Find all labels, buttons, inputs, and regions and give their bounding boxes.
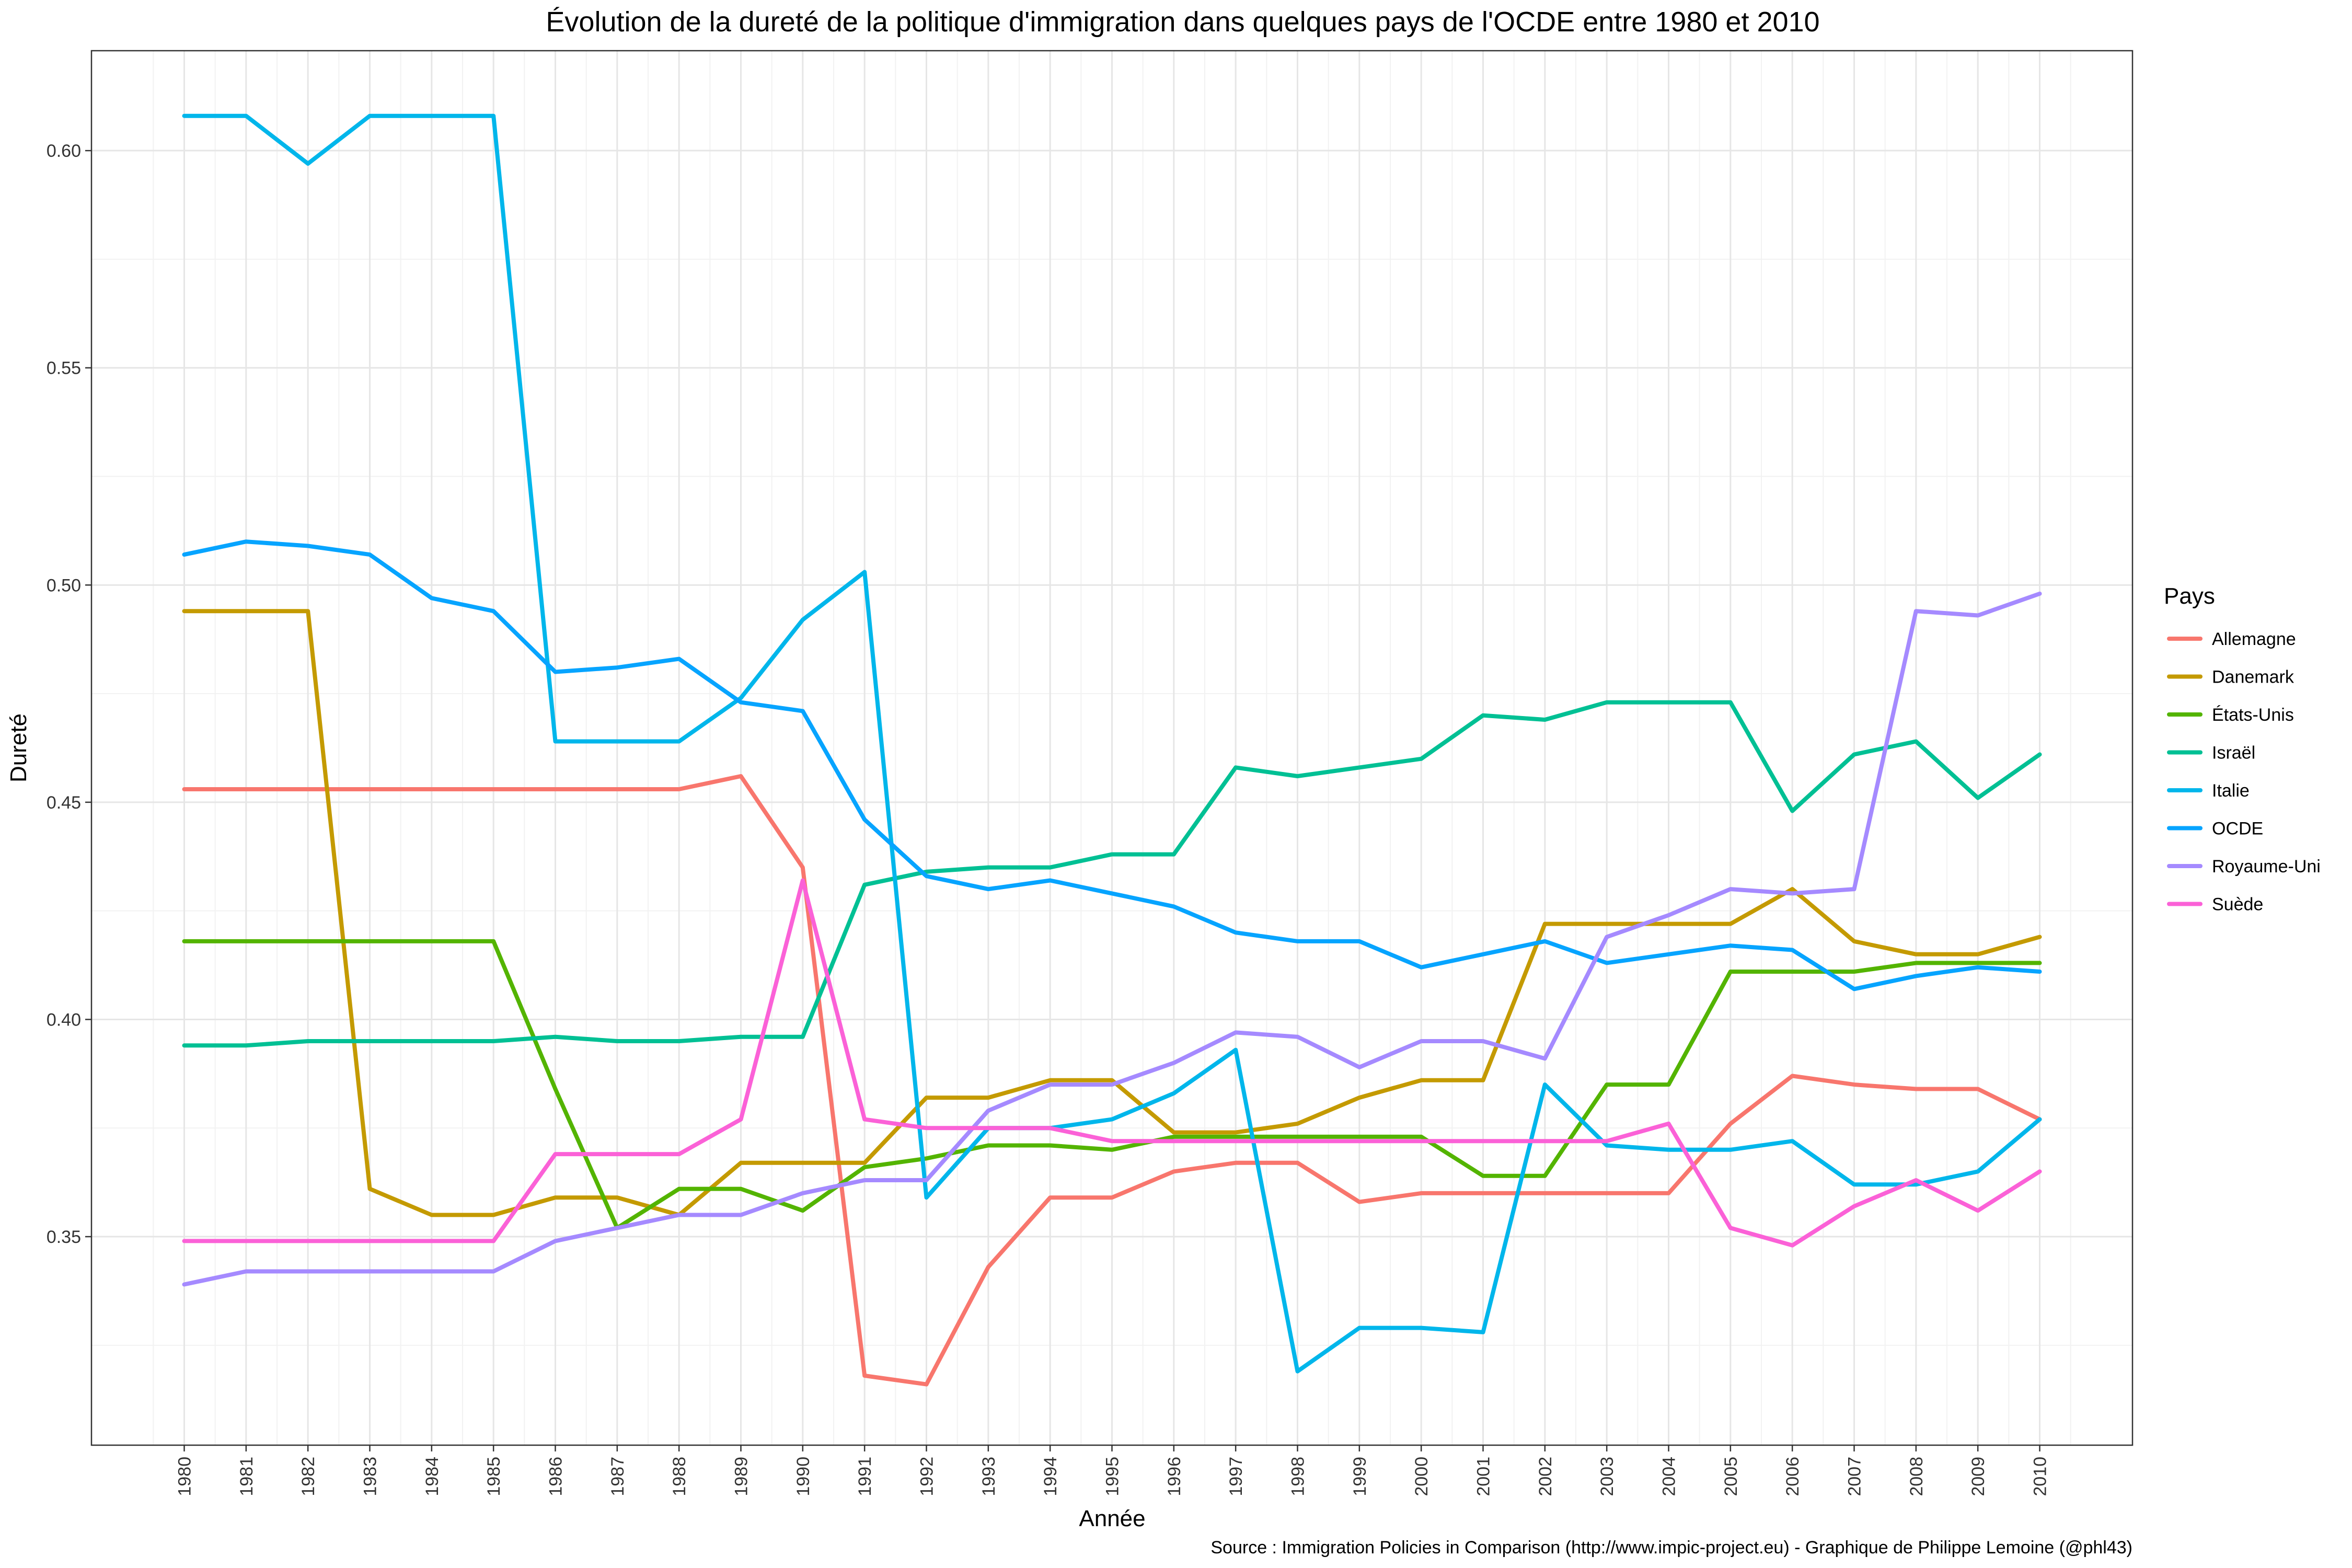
- x-tick-label: 1998: [1288, 1457, 1308, 1496]
- x-tick-label: 1980: [175, 1457, 195, 1496]
- x-tick-label: 2002: [1536, 1457, 1555, 1496]
- chart-title: Évolution de la dureté de la politique d…: [546, 6, 1819, 38]
- legend-item: Royaume-Uni: [2167, 857, 2321, 877]
- plot-grid: [91, 51, 2132, 1445]
- x-tick-label: 1996: [1165, 1457, 1184, 1496]
- series-line-italie: [182, 113, 2042, 1374]
- x-tick-label: 1987: [608, 1457, 628, 1496]
- legend-label: Danemark: [2212, 667, 2295, 687]
- series-line-su-de: [182, 878, 2042, 1248]
- x-tick-label: 1989: [732, 1457, 752, 1496]
- legend-label: Allemagne: [2212, 629, 2296, 649]
- y-tick-label: 0.55: [47, 359, 81, 378]
- legend: Pays Allemagne Danemark États-Unis Israël It…: [2164, 583, 2321, 915]
- source-caption: Source : Immigration Policies in Compari…: [1210, 1538, 2132, 1558]
- legend-item: Danemark: [2167, 667, 2295, 687]
- legend-title: Pays: [2164, 583, 2215, 609]
- legend-item: États-Unis: [2167, 705, 2294, 725]
- y-tick-label: 0.60: [47, 141, 81, 161]
- legend-item: Israël: [2167, 743, 2255, 763]
- x-tick-label: 1990: [793, 1457, 813, 1496]
- x-tick-label: 1981: [237, 1457, 257, 1496]
- x-tick-label: 2010: [2031, 1457, 2050, 1496]
- x-tick-label: 1994: [1041, 1457, 1060, 1496]
- x-tick-label: 1983: [361, 1457, 381, 1496]
- x-tick-label: 1993: [979, 1457, 999, 1496]
- x-tick-label: 2009: [1968, 1457, 1988, 1496]
- series-line-isra-l: [182, 700, 2042, 1048]
- legend-label: Suède: [2212, 895, 2263, 915]
- legend-item: Allemagne: [2167, 629, 2296, 649]
- x-tick-label: 1992: [917, 1457, 937, 1496]
- series-line--tats-unis: [182, 939, 2042, 1230]
- x-tick-label: 2000: [1412, 1457, 1432, 1496]
- x-tick-label: 2006: [1783, 1457, 1803, 1496]
- x-tick-label: 1999: [1350, 1457, 1370, 1496]
- x-tick-label: 1986: [546, 1457, 566, 1496]
- x-tick-label: 2005: [1721, 1457, 1741, 1496]
- legend-item: Italie: [2167, 781, 2250, 801]
- y-axis-title: Dureté: [6, 713, 31, 782]
- x-tick-label: 1991: [855, 1457, 875, 1496]
- y-tick-label: 0.50: [47, 575, 81, 595]
- x-tick-label: 2007: [1845, 1457, 1865, 1496]
- x-tick-label: 1985: [484, 1457, 504, 1496]
- x-axis-ticks: 1980 1981 1982 1983 1984 1985 1986 1987 1988 1989…: [175, 1445, 2050, 1496]
- y-tick-label: 0.45: [47, 793, 81, 813]
- x-tick-label: 2001: [1474, 1457, 1494, 1496]
- x-tick-label: 1988: [670, 1457, 689, 1496]
- x-tick-label: 1997: [1226, 1457, 1246, 1496]
- legend-label: Royaume-Uni: [2212, 857, 2321, 877]
- series-line-royaume-uni: [182, 591, 2042, 1287]
- x-tick-label: 2004: [1659, 1457, 1679, 1496]
- legend-item: OCDE: [2167, 819, 2263, 839]
- y-tick-label: 0.40: [47, 1010, 81, 1030]
- legend-label: États-Unis: [2212, 705, 2294, 725]
- legend-item: Suède: [2167, 895, 2263, 915]
- x-axis-title: Année: [1079, 1506, 1145, 1531]
- series-line-danemark: [182, 609, 2042, 1217]
- x-tick-label: 1995: [1103, 1457, 1123, 1496]
- x-tick-label: 2008: [1907, 1457, 1927, 1496]
- x-tick-label: 1982: [298, 1457, 318, 1496]
- series-line-ocde: [182, 539, 2042, 991]
- y-axis-ticks: 0.35 0.40 0.45 0.50 0.55 0.60: [47, 141, 91, 1247]
- x-tick-label: 2003: [1597, 1457, 1617, 1496]
- legend-label: OCDE: [2212, 819, 2263, 839]
- legend-label: Italie: [2212, 781, 2250, 801]
- y-tick-label: 0.35: [47, 1227, 81, 1247]
- series-line-allemagne: [182, 774, 2042, 1387]
- legend-label: Israël: [2212, 743, 2255, 763]
- x-tick-label: 1984: [422, 1457, 442, 1496]
- series-lines: [182, 113, 2042, 1387]
